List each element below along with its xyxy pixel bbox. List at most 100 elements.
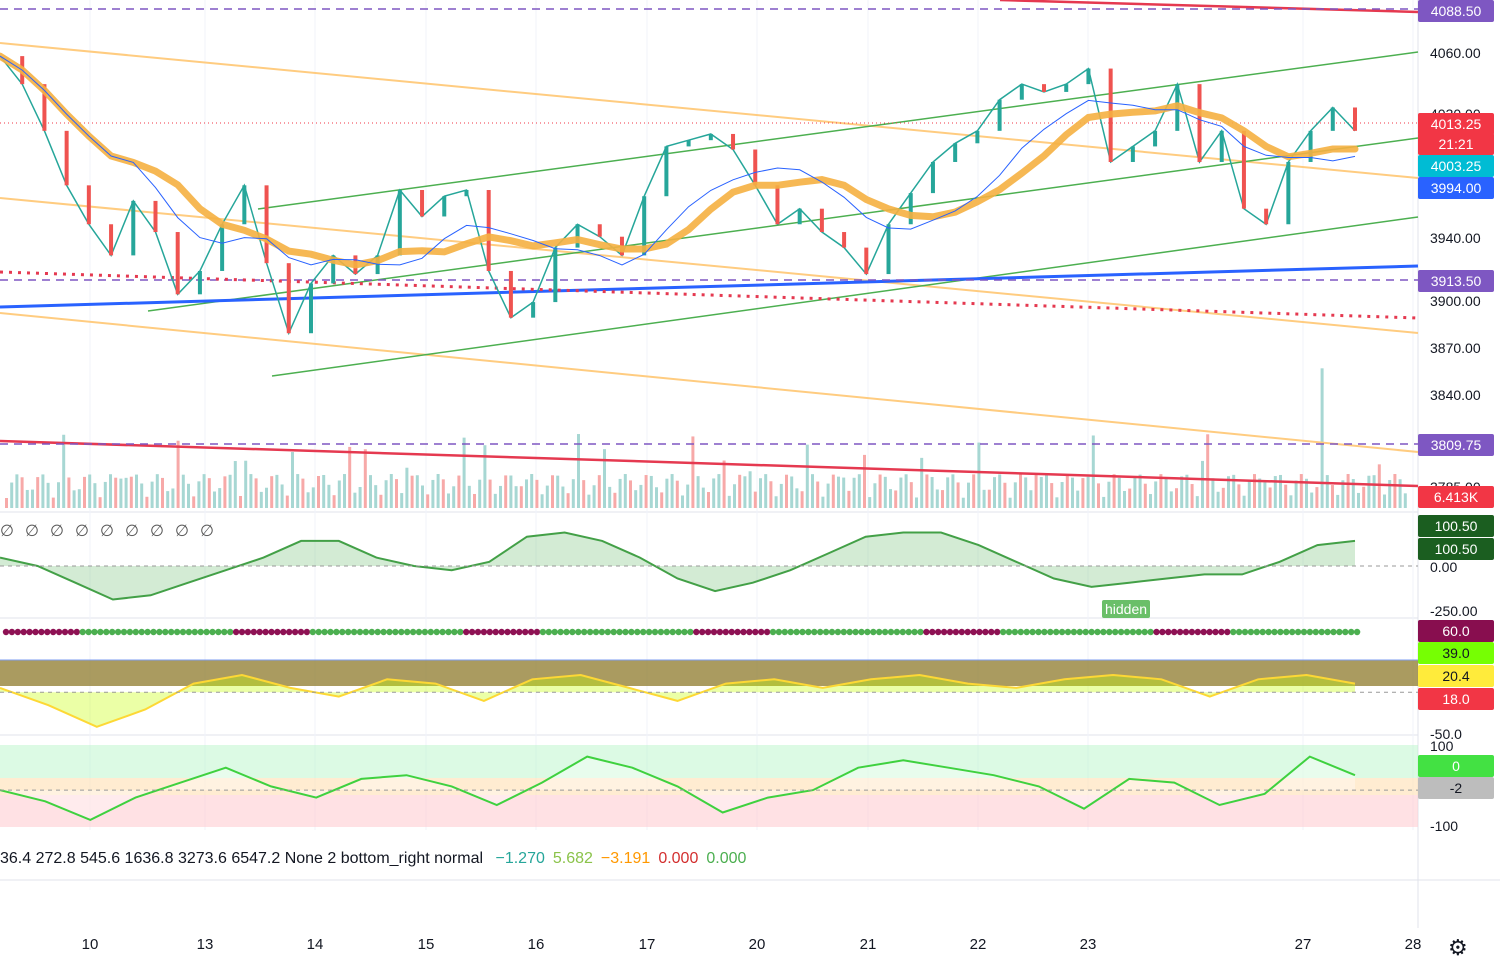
volume-bar [176,440,180,508]
signal-dot [793,628,800,636]
signal-dot [575,628,582,636]
volume-bar [1050,483,1054,508]
volume-bar [384,480,388,508]
volume-bar [265,487,268,508]
signal-dot [291,628,299,636]
candle [264,185,269,264]
volume-bar [1351,479,1355,508]
candle [508,270,513,318]
trendline-orange-lower [0,312,1419,453]
volume-bar [431,479,435,508]
volume-bar [353,492,357,508]
volume-bar [1403,493,1407,508]
signal-dot [474,628,482,636]
signal-dot [716,628,724,636]
signal-dot [486,628,493,636]
candle [575,224,580,248]
volume-bar [88,474,92,508]
volume-bar [1237,484,1241,508]
volume-bar [31,489,34,508]
signal-dot [1064,628,1072,636]
signal-dot [681,628,688,636]
signal-dot [1312,628,1320,636]
signal-dot [374,628,381,636]
signal-dot [232,628,240,636]
signal-dot [1171,628,1178,636]
signal-dot [67,628,75,636]
volume-bar [691,436,695,508]
candle [420,190,425,217]
volume-bar [935,489,939,508]
volume-bar [852,477,856,508]
signal-dot [634,628,641,636]
volume-bar [556,475,560,508]
volume-bar [337,480,341,508]
volume-bar [577,434,580,508]
signal-dot [539,628,547,636]
candle [1042,84,1047,92]
signal-dot [710,628,718,636]
signal-dot [1053,628,1060,636]
signal-dot [1336,628,1343,636]
candle [442,196,447,217]
volume-bar [1372,475,1376,508]
volume-bar [296,474,300,508]
volume-bar [1216,491,1220,508]
price-axis-tick: 3870.00 [1430,340,1481,356]
volume-bar [1180,476,1184,508]
signal-dot [286,628,293,636]
volume-bar [904,474,908,508]
volume-bar [1039,476,1043,508]
volume-bar [301,478,305,508]
signal-dot [651,628,659,636]
volume-bar [1346,474,1350,508]
signal-dot [1289,628,1296,636]
volume-bar [644,475,648,508]
signal-dot [26,628,33,636]
hidden-badge: hidden [1102,600,1151,618]
volume-bar [1034,474,1038,508]
volume-bar [1013,482,1017,508]
volume-bar [129,476,133,508]
volume-bar [649,475,653,508]
signal-dot [964,628,971,636]
signal-dot [752,628,759,636]
volume-bar [1164,478,1168,508]
volume-bar [509,475,513,508]
candle [220,224,225,271]
signal-dot [610,628,617,636]
candle [397,190,402,256]
volume-bar [712,478,716,508]
signal-dot [1129,628,1137,636]
signal-dot [20,628,27,636]
gear-icon[interactable]: ⚙ [1448,935,1468,960]
signal-dot [1041,628,1048,636]
signal-dot [940,628,948,636]
legend-values: 36.4 272.8 545.6 1636.8 3273.6 6547.2 No… [0,850,484,867]
candle [731,133,736,150]
na-symbol: ∅ [50,523,64,540]
candle [842,232,847,248]
signal-dot [109,628,116,636]
osc-tag: 0 [1418,755,1494,777]
volume-bar [1060,482,1064,508]
volume-bar [270,476,274,508]
candle [930,161,935,194]
signal-dot [657,628,665,636]
volume-bar [670,474,674,508]
volume-bar [1211,478,1215,508]
signal-dot [1100,628,1107,636]
trendline-red-lower [0,439,1419,488]
signal-dot [763,628,771,636]
volume-bar [977,442,981,508]
study-value: 0.000 [706,850,747,867]
signal-dot [1047,628,1054,636]
signal-dot [215,628,222,636]
volume-bar [1263,482,1267,508]
volume-bar [285,495,289,508]
volume-bar [733,484,736,508]
volume-bar [171,488,175,508]
candle [708,133,713,141]
volume-bar [1284,484,1288,508]
